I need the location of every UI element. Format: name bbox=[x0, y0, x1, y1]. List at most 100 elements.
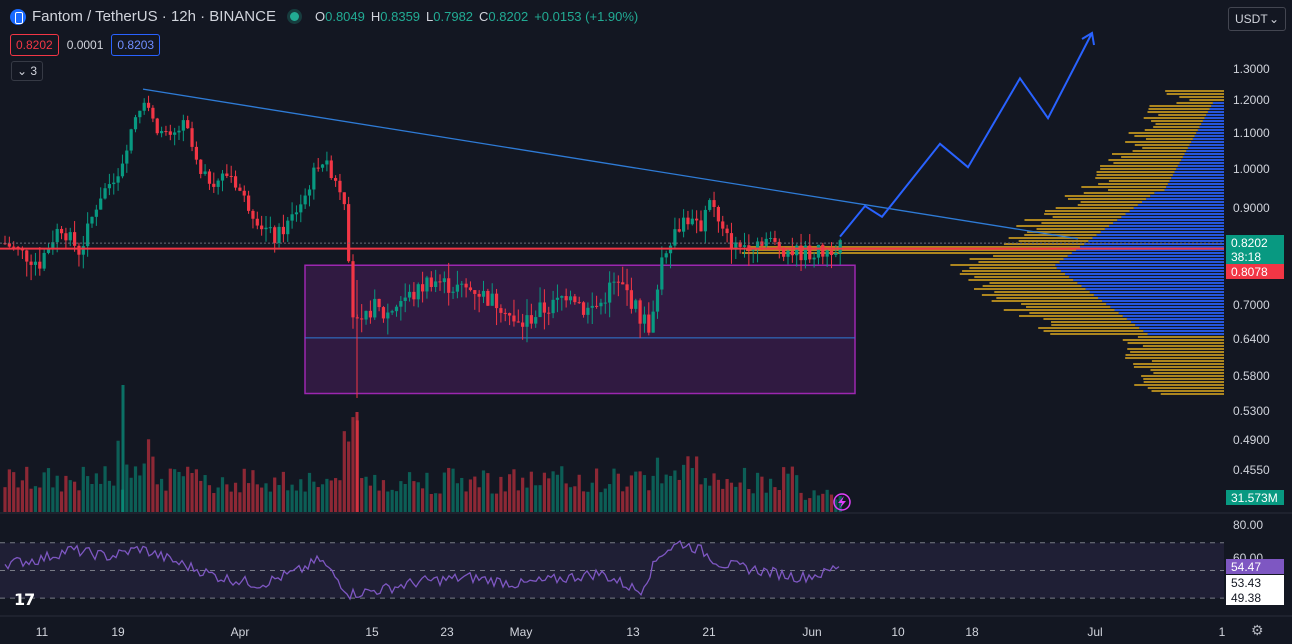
ohlc-values: O0.8049 H0.8359 L0.7982 C0.8202 +0.0153 … bbox=[314, 9, 639, 24]
candle bbox=[146, 102, 151, 108]
volume-profile-down bbox=[1149, 105, 1212, 107]
range-rectangle[interactable] bbox=[304, 264, 856, 395]
volume-profile-down bbox=[1036, 228, 1105, 230]
time-tick: 10 bbox=[891, 625, 905, 639]
volume-bar bbox=[290, 484, 294, 512]
candle bbox=[59, 228, 64, 234]
volume-bar bbox=[481, 470, 486, 512]
candle bbox=[429, 277, 433, 287]
candle bbox=[329, 160, 333, 179]
volume-bar bbox=[33, 486, 38, 512]
volume-profile-up bbox=[1184, 153, 1224, 155]
volume-profile-down bbox=[1189, 99, 1224, 101]
volume-bar bbox=[786, 473, 790, 512]
candle bbox=[238, 187, 242, 191]
candle bbox=[386, 312, 390, 319]
candle bbox=[586, 307, 590, 315]
volume-bar bbox=[7, 469, 11, 512]
volume-profile-up bbox=[1206, 114, 1224, 116]
currency-select[interactable]: USDT ⌄ bbox=[1228, 7, 1286, 31]
candle bbox=[316, 167, 320, 169]
price-tick: 0.5300 bbox=[1233, 404, 1270, 418]
volume-profile-up bbox=[1209, 108, 1224, 110]
candle bbox=[247, 195, 251, 211]
candle bbox=[203, 171, 207, 174]
rsi-tick: 80.00 bbox=[1233, 518, 1263, 532]
volume-profile-down bbox=[974, 288, 1086, 290]
volume-bar bbox=[503, 491, 507, 512]
volume-profile-down bbox=[968, 279, 1074, 281]
volume-bar bbox=[477, 487, 481, 512]
volume-profile-up bbox=[1146, 198, 1224, 200]
candle bbox=[38, 261, 42, 269]
volume-bar bbox=[247, 483, 251, 512]
volume-profile-down bbox=[1064, 195, 1151, 197]
volume-profile-up bbox=[1212, 102, 1224, 104]
time-tick: 15 bbox=[365, 625, 379, 639]
drawings[interactable] bbox=[0, 31, 1224, 511]
time-tick: Jun bbox=[802, 625, 821, 639]
volume-profile-up bbox=[1191, 141, 1224, 143]
sell-button[interactable]: 0.8202 bbox=[10, 34, 59, 56]
volume-bar bbox=[133, 466, 138, 512]
volume-profile-up bbox=[1077, 282, 1224, 284]
candle bbox=[73, 232, 77, 246]
volume-profile-down bbox=[1027, 231, 1101, 233]
line-price-badge: 0.8078 bbox=[1231, 265, 1268, 279]
candle bbox=[525, 315, 529, 327]
volume-profile-down bbox=[1147, 387, 1224, 389]
volume-bar bbox=[668, 475, 673, 512]
candle bbox=[342, 192, 346, 205]
volume-profile-up bbox=[1177, 165, 1224, 167]
candle bbox=[77, 245, 81, 255]
candle bbox=[716, 207, 720, 222]
tradingview-logo-icon[interactable]: 17 bbox=[14, 590, 35, 609]
volume-bar bbox=[168, 468, 172, 512]
candle bbox=[725, 228, 729, 234]
countdown-badge: 38:18 bbox=[1231, 250, 1261, 264]
buy-button[interactable]: 0.8203 bbox=[111, 34, 161, 56]
candle bbox=[303, 195, 307, 205]
candle bbox=[755, 241, 760, 249]
candle bbox=[229, 175, 233, 177]
candle bbox=[608, 282, 612, 303]
volume-bar bbox=[521, 477, 525, 512]
volume-profile-down bbox=[1143, 381, 1224, 383]
volume-profile-up bbox=[1131, 321, 1224, 323]
volume-bar bbox=[795, 475, 799, 512]
volume-bar bbox=[782, 467, 786, 512]
volume-bar bbox=[616, 473, 620, 512]
volume-profile-down bbox=[1122, 339, 1224, 341]
line-price-badge-bg bbox=[1226, 264, 1284, 279]
gear-icon[interactable]: ⚙ bbox=[1251, 622, 1264, 638]
volume-bar bbox=[699, 484, 703, 512]
candle bbox=[242, 190, 246, 196]
volume-profile-down bbox=[1125, 141, 1192, 143]
candle bbox=[142, 102, 146, 111]
candle bbox=[403, 297, 407, 302]
volume-bar bbox=[838, 496, 842, 512]
volume-profile-down bbox=[1165, 90, 1224, 92]
candle bbox=[173, 132, 177, 135]
volume-bar bbox=[664, 474, 668, 512]
symbol-title[interactable]: Fantom / TetherUS · 12h · BINANCE bbox=[32, 8, 276, 25]
candle bbox=[81, 246, 85, 255]
volume-bar bbox=[738, 482, 742, 512]
volume-bar bbox=[625, 486, 629, 512]
indicators-toggle[interactable]: ⌄ 3 bbox=[11, 61, 44, 81]
candle bbox=[347, 204, 351, 262]
volume-profile-up bbox=[1080, 246, 1224, 248]
candle bbox=[55, 228, 59, 243]
volume-profile-down bbox=[1021, 303, 1107, 305]
candle bbox=[368, 310, 372, 318]
candle bbox=[181, 120, 185, 131]
candle bbox=[538, 302, 542, 318]
volume-profile-down bbox=[1147, 111, 1208, 113]
volume-profile-down bbox=[1052, 216, 1122, 218]
volume-profile-up bbox=[1202, 120, 1224, 122]
volume-profile-up bbox=[1187, 147, 1224, 149]
volume-bar bbox=[821, 493, 825, 512]
volume-badge-bg bbox=[1226, 490, 1284, 505]
volume-bar bbox=[299, 479, 303, 512]
